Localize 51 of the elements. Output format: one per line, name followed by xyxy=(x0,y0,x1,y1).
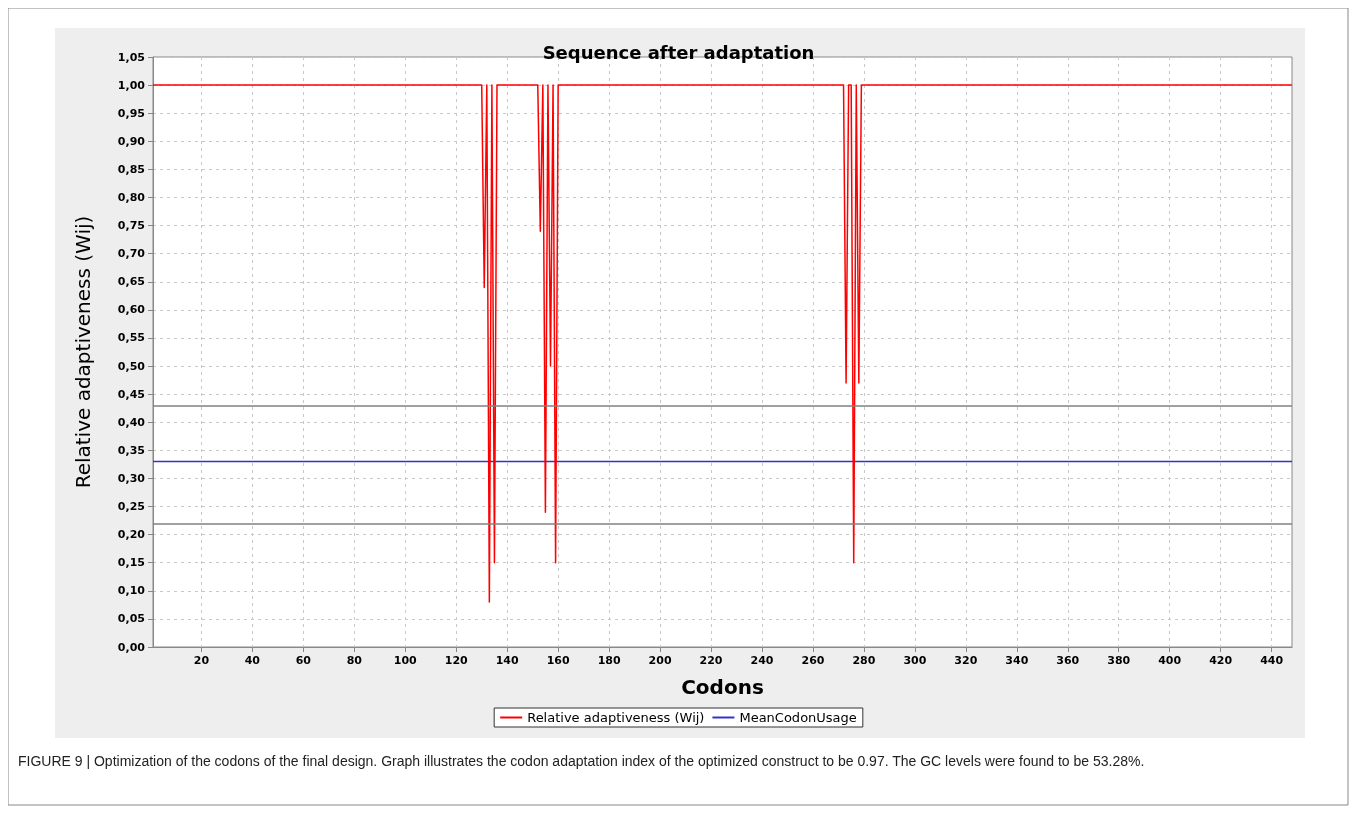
legend-label: Relative adaptiveness (Wij) xyxy=(527,710,705,725)
y-tick-label: 0,30 xyxy=(117,471,146,485)
y-tick-label: 0,50 xyxy=(117,359,146,373)
x-tick-label: 220 xyxy=(699,654,723,667)
x-tick-label: 160 xyxy=(546,654,570,667)
x-tick-label: 240 xyxy=(750,654,774,667)
y-tick-label: 0,05 xyxy=(117,612,145,626)
x-tick-label: 320 xyxy=(954,654,978,667)
y-tick-label: 0,55 xyxy=(117,331,145,345)
x-tick-label: 120 xyxy=(444,654,469,667)
x-tick-label: 140 xyxy=(495,654,520,667)
x-tick-label: 300 xyxy=(903,654,927,667)
y-tick-label: 0,70 xyxy=(117,247,146,261)
x-tick-label: 380 xyxy=(1107,654,1131,667)
x-tick-label: 360 xyxy=(1056,654,1080,667)
y-tick-label: 0,00 xyxy=(117,640,146,654)
y-tick-label: 0,35 xyxy=(117,443,145,457)
y-tick-label: 0,75 xyxy=(117,219,145,233)
line-series xyxy=(152,84,1293,603)
y-tick-label: 0,20 xyxy=(117,528,146,542)
x-tick-label: 80 xyxy=(346,654,363,667)
x-tick-label: 280 xyxy=(852,654,876,667)
x-tick-label: 440 xyxy=(1260,654,1284,667)
x-tick-label: 60 xyxy=(295,654,312,667)
x-tick-label: 200 xyxy=(648,654,672,667)
x-tick-label: 340 xyxy=(1005,654,1029,667)
y-axis-title: Relative adaptiveness (Wij) xyxy=(71,215,95,489)
y-tick-label: 0,40 xyxy=(117,415,146,429)
x-tick-label: 260 xyxy=(801,654,825,667)
y-tick-label: 0,85 xyxy=(117,162,145,176)
y-tick-label: 0,65 xyxy=(117,275,145,289)
y-tick-label: 0,95 xyxy=(117,106,145,120)
x-tick-label: 420 xyxy=(1209,654,1233,667)
y-tick-label: 0,45 xyxy=(117,387,145,401)
y-tick-label: 0,90 xyxy=(117,134,146,148)
x-tick-label: 400 xyxy=(1158,654,1182,667)
x-axis-title: Codons xyxy=(681,675,764,699)
y-tick-label: 0,15 xyxy=(117,556,145,570)
y-tick-label: 0,60 xyxy=(117,303,146,317)
x-tick-label: 100 xyxy=(393,654,418,667)
y-tick-label: 0,25 xyxy=(117,500,145,514)
y-tick-label: 0,80 xyxy=(117,190,146,204)
x-tick-label: 180 xyxy=(597,654,621,667)
chart-title: Sequence after adaptation xyxy=(542,41,815,63)
x-tick-label: 40 xyxy=(244,654,261,667)
caption: FIGURE 9 | Optimization of the codons of the final design. Graph illustrates the codon adaptation index of the optimized construct to be 0.97. The GC levels were found to be 53.28%. xyxy=(18,752,1145,769)
legend-label: MeanCodonUsage xyxy=(739,710,857,725)
y-tick-label: 1,00 xyxy=(117,78,146,92)
y-tick-label: 0,10 xyxy=(117,584,146,598)
x-tick-label: 20 xyxy=(193,654,210,667)
y-tick-label: 1,05 xyxy=(117,50,145,64)
